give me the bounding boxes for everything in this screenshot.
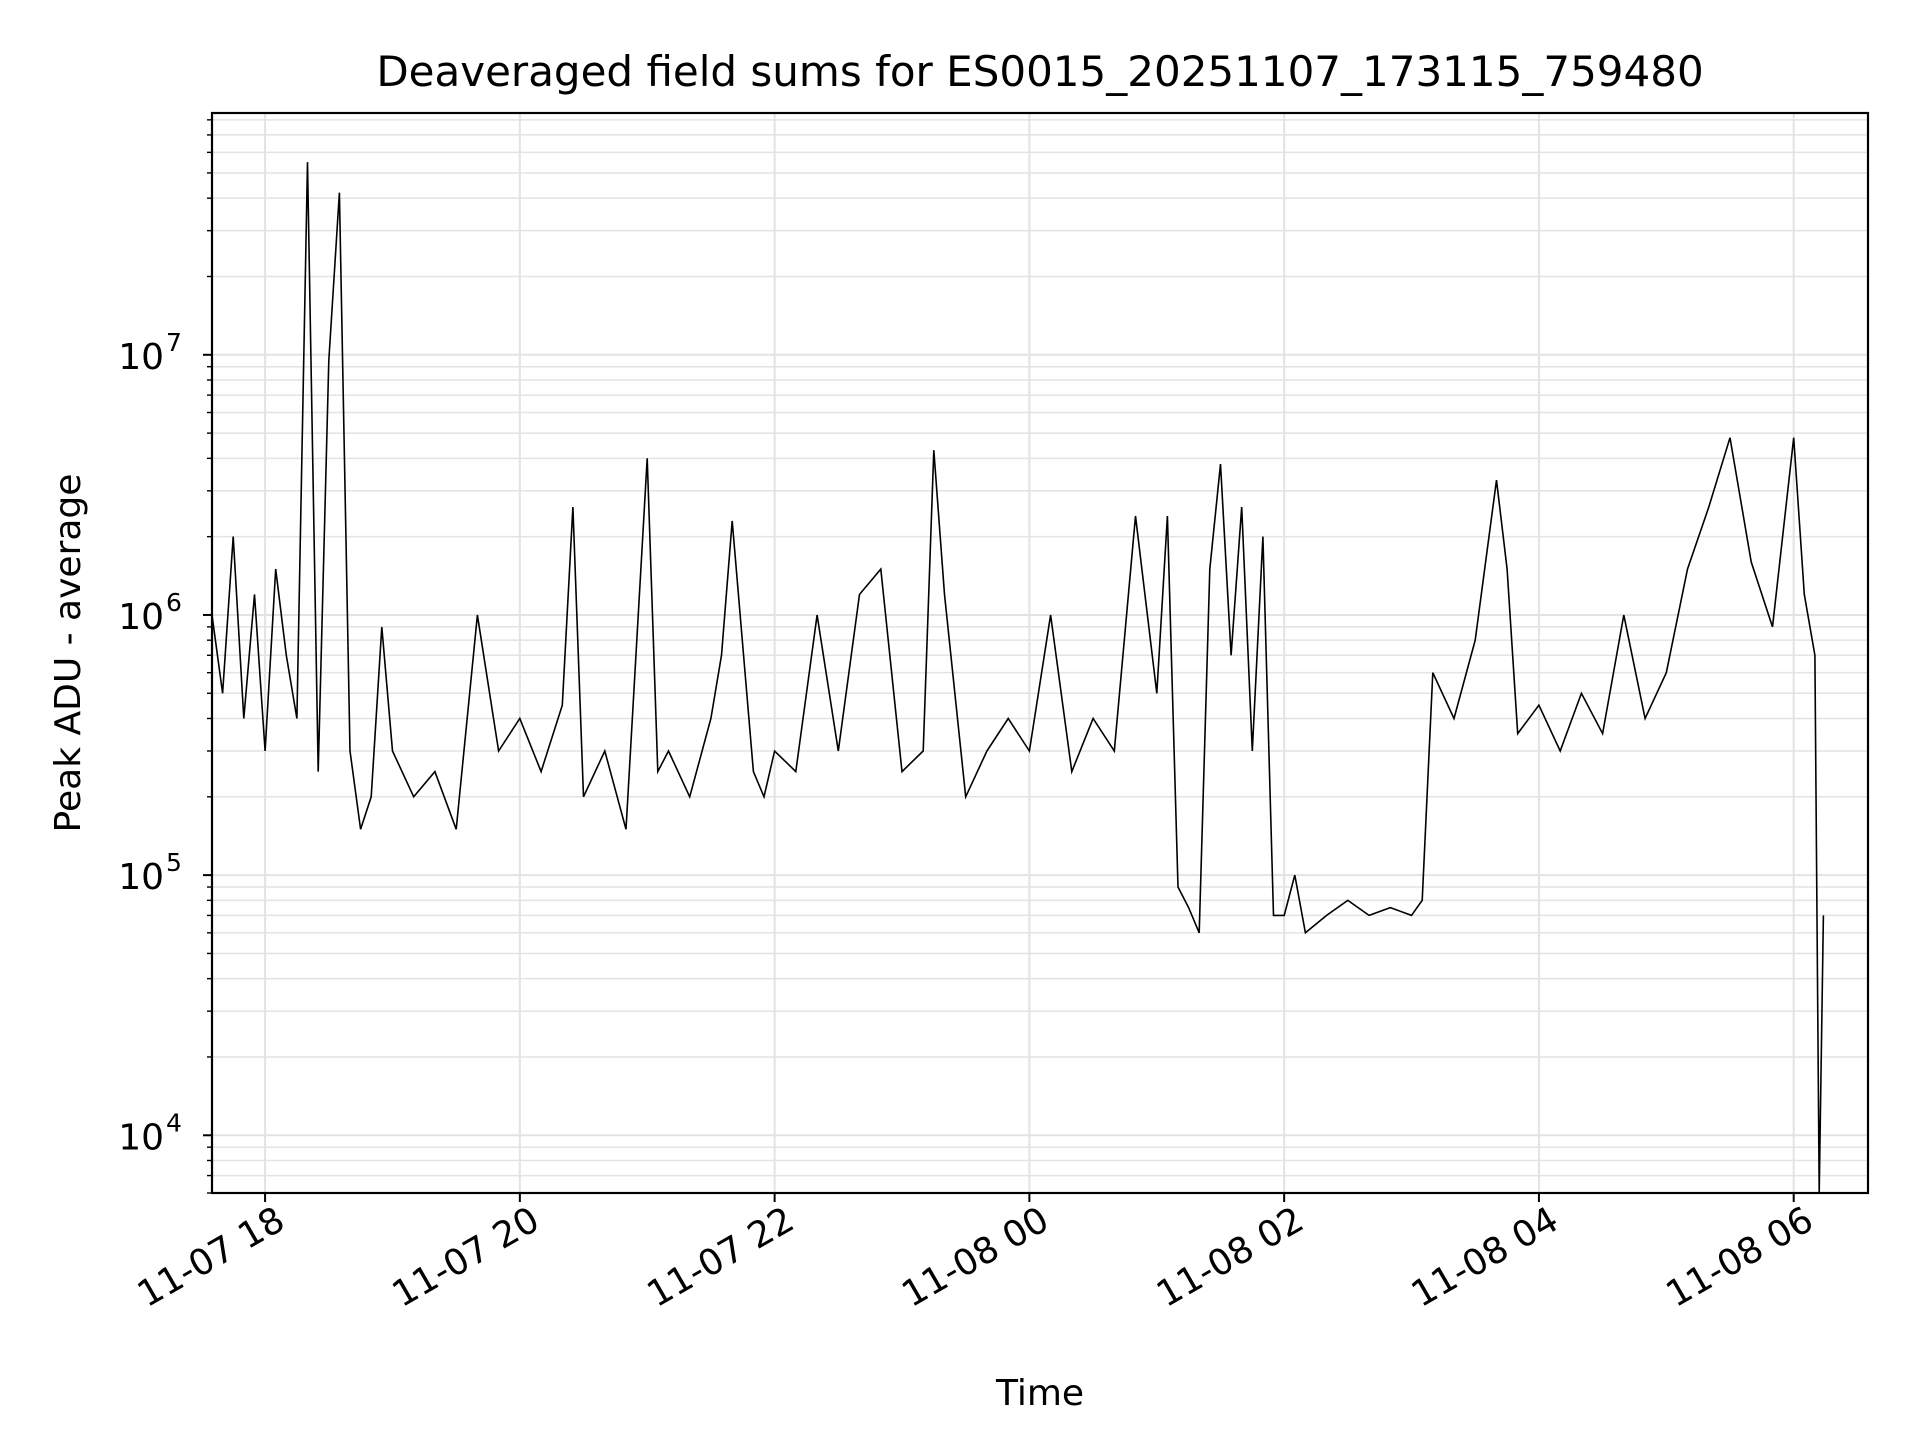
x-tick-label: 11-07 18 [131, 1199, 292, 1315]
x-tick-label: 11-08 00 [895, 1199, 1056, 1315]
x-axis-label: Time [995, 1373, 1084, 1414]
plot-frame [210, 111, 1870, 1195]
y-tick-exponent: 7 [166, 328, 182, 357]
series-line [211, 162, 1825, 1194]
y-tick-label: 10 [118, 337, 164, 378]
y-tick-exponent: 6 [166, 588, 182, 617]
y-tick-exponent: 5 [166, 848, 182, 877]
x-tick-label: 11-08 04 [1405, 1199, 1566, 1315]
x-tick-label: 11-07 20 [386, 1199, 547, 1315]
x-tick-label: 11-07 22 [640, 1199, 801, 1315]
x-tick-label: 11-08 02 [1150, 1199, 1311, 1315]
y-tick-exponent: 4 [166, 1108, 182, 1137]
x-tick-label: 11-08 06 [1660, 1199, 1821, 1315]
y-tick-label: 10 [118, 857, 164, 898]
y-tick-label: 10 [118, 597, 164, 638]
grid [212, 113, 1868, 1194]
y-axis-label: Peak ADU - average [48, 474, 89, 833]
y-tick-label: 10 [118, 1117, 164, 1158]
chart-title: Deaveraged field sums for ES0015_2025110… [376, 47, 1703, 96]
